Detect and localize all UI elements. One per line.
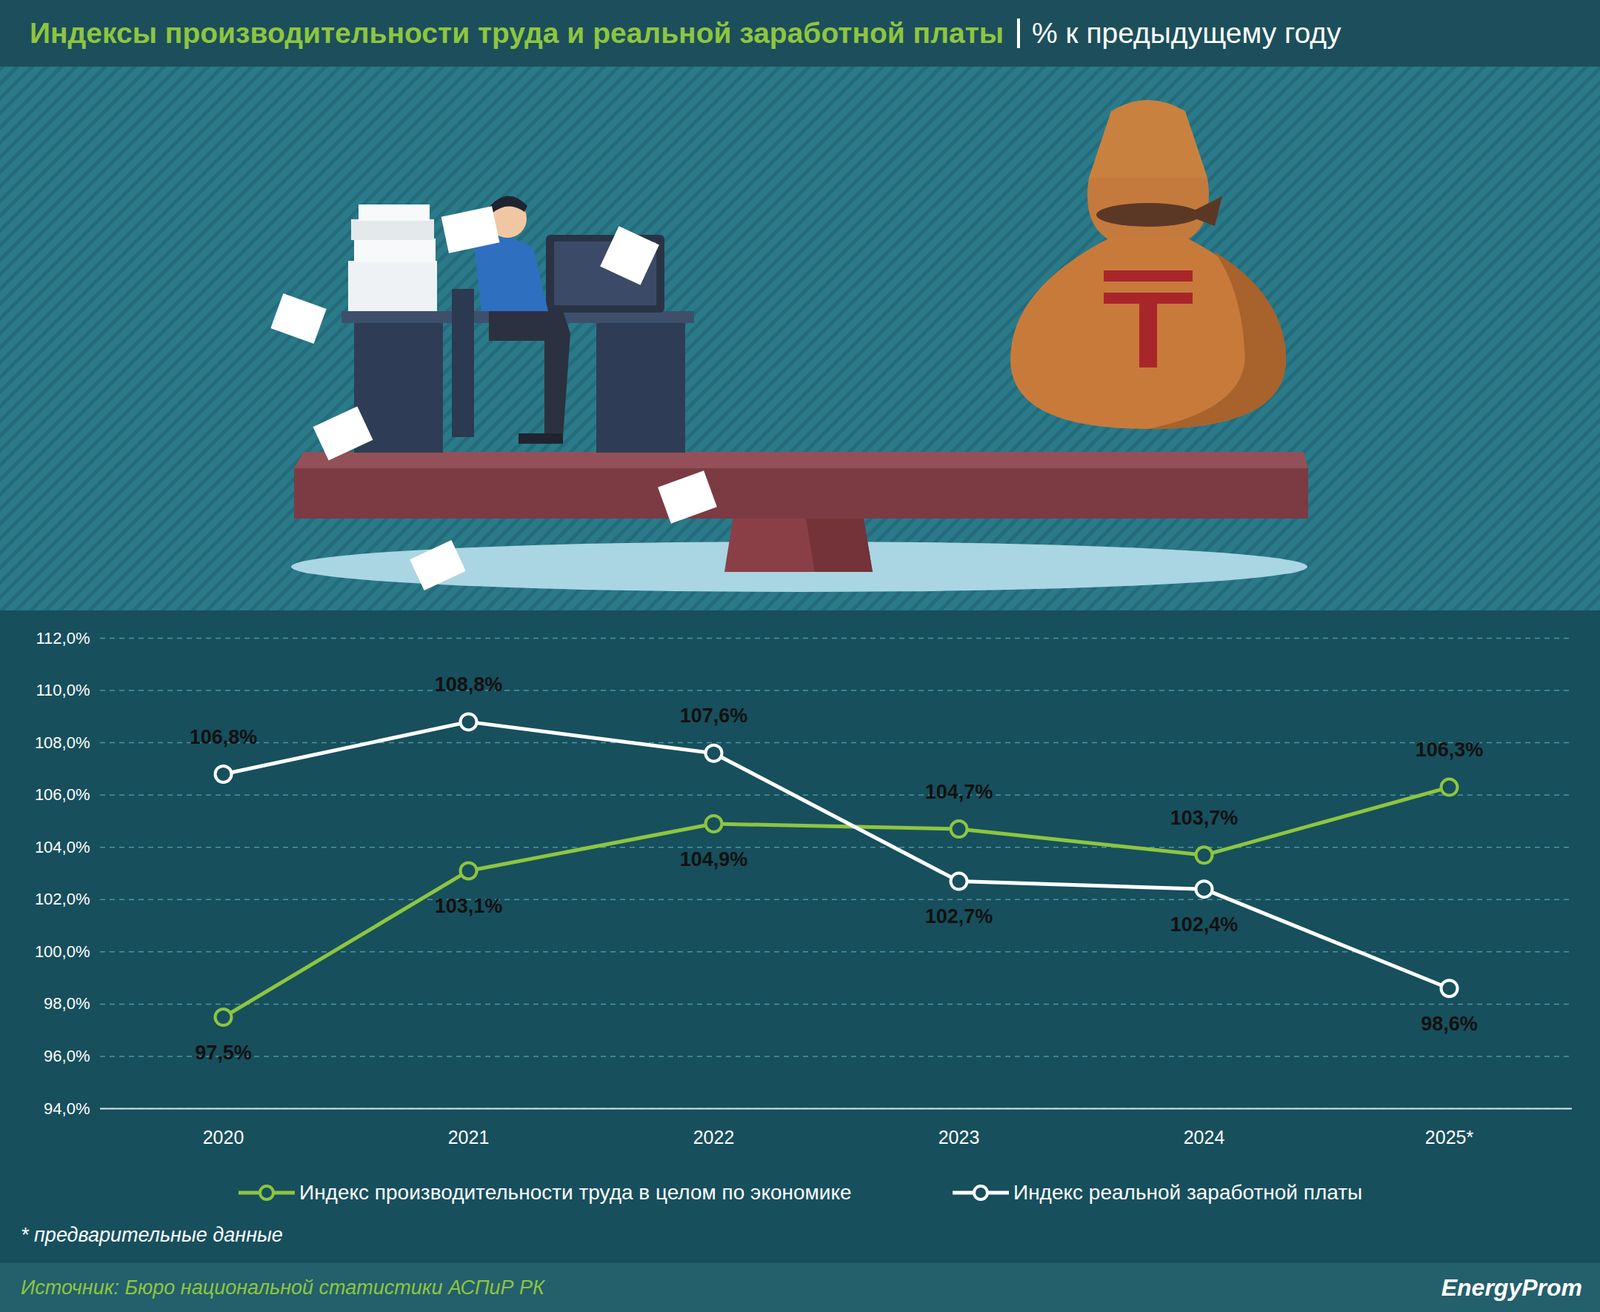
svg-text:104,0%: 104,0% bbox=[34, 837, 91, 857]
svg-text:100,0%: 100,0% bbox=[34, 942, 91, 961]
svg-text:107,6%: 107,6% bbox=[680, 704, 749, 727]
svg-text:106,3%: 106,3% bbox=[1415, 738, 1484, 761]
html-text:Индекс реальной заработной пла: Индекс реальной заработной платы bbox=[1013, 1180, 1363, 1204]
svg-text:102,7%: 102,7% bbox=[925, 905, 994, 928]
svg-text:104,9%: 104,9% bbox=[680, 848, 749, 871]
svg-text:112,0%: 112,0% bbox=[36, 628, 91, 648]
html-text:* предварительные данные: * предварительные данные bbox=[20, 1223, 283, 1246]
svg-text:2024: 2024 bbox=[1183, 1126, 1226, 1148]
svg-text:102,4%: 102,4% bbox=[1170, 913, 1239, 936]
html-text:EnergyProm: EnergyProm bbox=[1441, 1273, 1583, 1301]
svg-text:2025*: 2025* bbox=[1425, 1126, 1475, 1148]
html-text:Индекс производительности труд: Индекс производительности труда в целом … bbox=[299, 1180, 852, 1204]
svg-text:106,0%: 106,0% bbox=[34, 785, 91, 804]
svg-text:104,7%: 104,7% bbox=[925, 780, 994, 803]
svg-text:2020: 2020 bbox=[202, 1126, 245, 1148]
svg-text:106,8%: 106,8% bbox=[189, 725, 258, 749]
svg-text:98,0%: 98,0% bbox=[43, 994, 90, 1013]
svg-text:2023: 2023 bbox=[938, 1126, 980, 1148]
svg-text:108,0%: 108,0% bbox=[34, 733, 91, 752]
svg-text:110,0%: 110,0% bbox=[36, 680, 91, 700]
svg-text:98,6%: 98,6% bbox=[1420, 1012, 1478, 1035]
svg-text:2022: 2022 bbox=[693, 1126, 735, 1148]
html-text:% к предыдущему году: % к предыдущему году bbox=[1031, 17, 1342, 49]
svg-text:96,0%: 96,0% bbox=[43, 1046, 90, 1066]
svg-text:108,8%: 108,8% bbox=[434, 673, 503, 696]
svg-text:2021: 2021 bbox=[448, 1126, 490, 1148]
svg-text:94,0%: 94,0% bbox=[43, 1099, 90, 1118]
svg-text:103,1%: 103,1% bbox=[434, 894, 503, 918]
svg-text:97,5%: 97,5% bbox=[194, 1041, 252, 1064]
html-text:Источник: Бюро национальной ст: Источник: Бюро национальной статистики А… bbox=[20, 1275, 545, 1299]
svg-text:103,7%: 103,7% bbox=[1170, 806, 1239, 829]
html-text:Индексы производительности тру: Индексы производительности труда и реаль… bbox=[29, 17, 1004, 49]
svg-text:102,0%: 102,0% bbox=[34, 889, 91, 909]
